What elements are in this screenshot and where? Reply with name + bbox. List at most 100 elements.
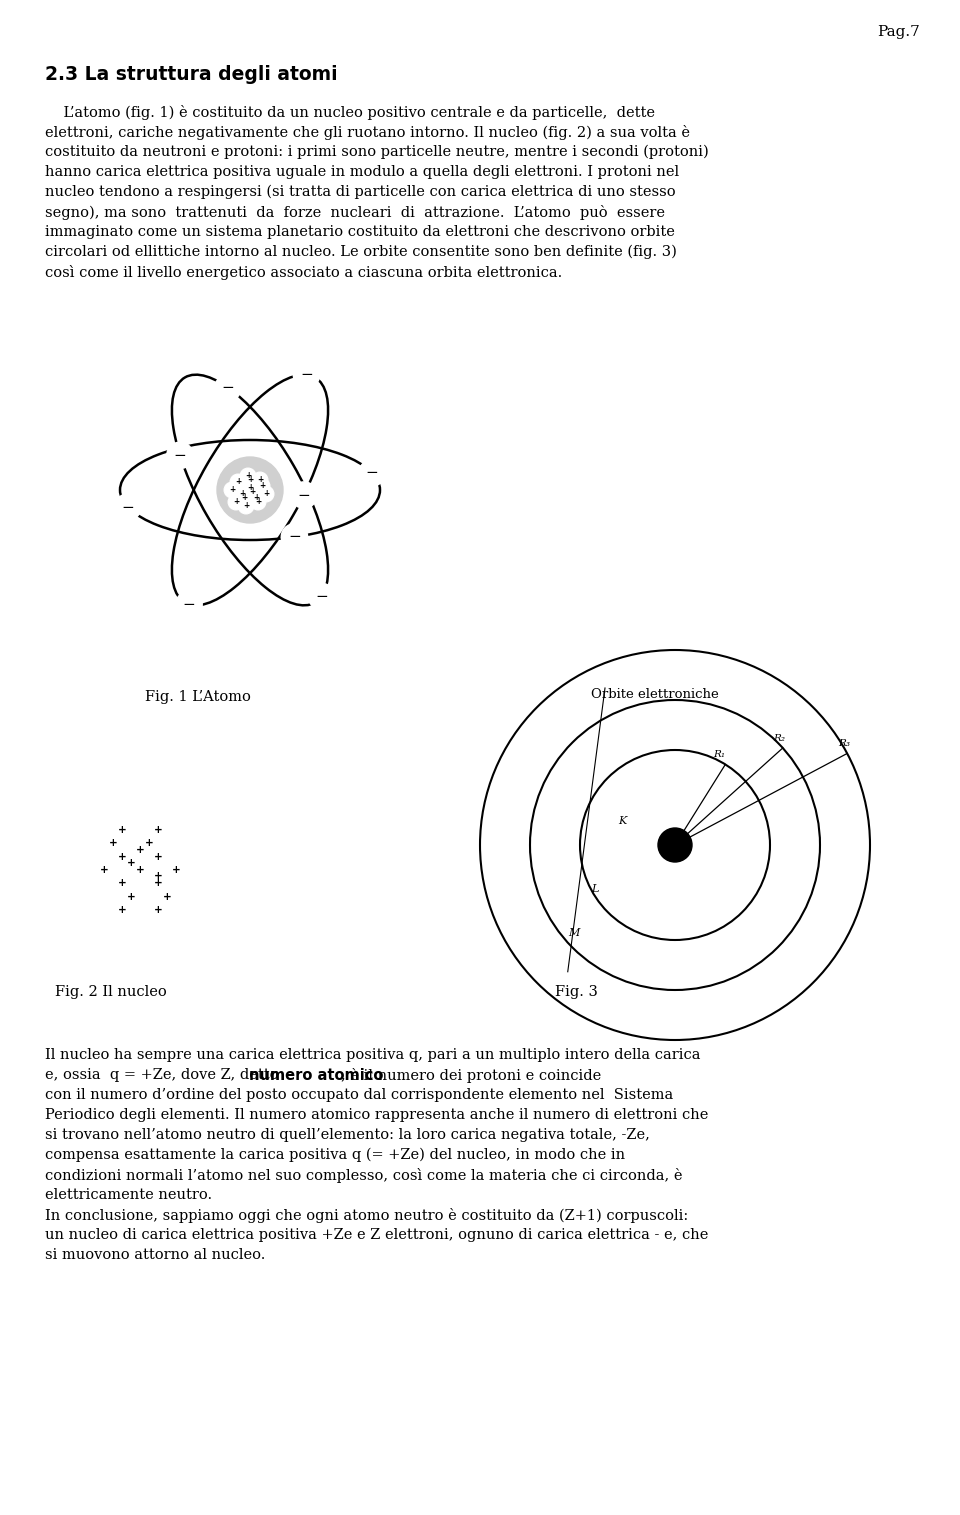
Text: R₁: R₁ [713,750,726,759]
Text: con il numero d’ordine del posto occupato dal corrispondente elemento nel  Siste: con il numero d’ordine del posto occupat… [45,1088,673,1101]
Circle shape [109,897,135,923]
Text: −: − [288,529,300,544]
Circle shape [118,850,144,876]
Circle shape [238,498,254,514]
Circle shape [163,844,189,870]
Text: R₂: R₂ [773,733,784,742]
Text: +: + [249,488,255,497]
Circle shape [136,883,162,911]
Text: +: + [228,485,235,494]
Circle shape [127,836,153,864]
Circle shape [308,583,334,609]
Circle shape [145,857,171,883]
Text: K: K [618,817,627,826]
Text: +: + [135,865,144,876]
Text: e, ossia  q = +Ze, dove Z, detto: e, ossia q = +Ze, dove Z, detto [45,1068,283,1082]
Text: +: + [172,865,180,876]
Circle shape [109,870,135,895]
Text: +: + [154,871,162,882]
Text: +: + [162,892,172,901]
Text: Fig. 1 L’Atomo: Fig. 1 L’Atomo [145,689,251,704]
Text: −: − [298,488,310,503]
Text: +: + [154,904,162,915]
Text: un nucleo di carica elettrica positiva +Ze e Z elettroni, ognuno di carica elett: un nucleo di carica elettrica positiva +… [45,1229,708,1242]
Text: +: + [135,845,144,854]
Text: immaginato come un sistema planetario costituito da elettroni che descrivono orb: immaginato come un sistema planetario co… [45,226,675,239]
Text: M: M [568,927,579,938]
Text: −: − [182,597,196,612]
Circle shape [230,474,246,489]
Circle shape [145,817,171,842]
Circle shape [248,489,264,506]
Circle shape [118,830,144,856]
Text: +: + [263,489,269,498]
Text: L: L [591,883,599,894]
Circle shape [91,870,117,895]
Circle shape [250,494,266,511]
Text: Fig. 3: Fig. 3 [555,985,598,998]
Circle shape [127,844,153,870]
Text: nucleo tendono a respingersi (si tratta di particelle con carica elettrica di un: nucleo tendono a respingersi (si tratta … [45,185,676,200]
Text: +: + [108,838,117,848]
Circle shape [145,897,171,923]
Text: +: + [154,879,162,888]
Circle shape [224,482,240,498]
Text: −: − [315,589,328,604]
Text: +: + [118,851,127,862]
Circle shape [163,870,189,895]
Circle shape [359,461,385,486]
Circle shape [109,857,135,883]
Circle shape [127,857,153,883]
Text: Pag.7: Pag.7 [877,26,920,39]
Text: +: + [241,494,247,503]
Circle shape [167,442,193,468]
Text: −: − [366,465,378,480]
Text: L’atomo (fig. 1) è costituito da un nucleo positivo centrale e da particelle,  d: L’atomo (fig. 1) è costituito da un nucl… [45,105,655,120]
Text: +: + [239,489,245,498]
Circle shape [154,830,180,856]
Text: , è il numero dei protoni e coincide: , è il numero dei protoni e coincide [341,1068,601,1083]
Text: compensa esattamente la carica positiva q (= +Ze) del nucleo, in modo che in: compensa esattamente la carica positiva … [45,1148,625,1162]
Circle shape [118,883,144,911]
Circle shape [658,829,692,862]
Text: 2.3 La struttura degli atomi: 2.3 La struttura degli atomi [45,65,338,83]
Text: +: + [247,483,253,492]
Text: +: + [127,857,135,868]
Text: segno), ma sono  trattenuti  da  forze  nucleari  di  attrazione.  L’atomo  può : segno), ma sono trattenuti da forze nucl… [45,205,665,220]
Circle shape [91,857,117,883]
Text: hanno carica elettrica positiva uguale in modulo a quella degli elettroni. I pro: hanno carica elettrica positiva uguale i… [45,165,679,179]
Text: +: + [154,826,162,835]
Circle shape [242,473,258,488]
Text: Il nucleo ha sempre una carica elettrica positiva q, pari a un multiplo intero d: Il nucleo ha sempre una carica elettrica… [45,1048,701,1062]
Text: +: + [235,477,241,486]
Circle shape [163,857,189,883]
Text: +: + [118,879,127,888]
Circle shape [109,817,135,842]
Text: +: + [145,838,154,848]
Circle shape [294,362,320,388]
Text: numero atomico: numero atomico [249,1068,383,1083]
Circle shape [215,374,241,400]
Circle shape [100,883,126,911]
Text: +: + [245,471,252,480]
Circle shape [176,591,202,617]
Circle shape [240,468,256,483]
Text: R₃: R₃ [838,739,851,748]
Circle shape [127,864,153,889]
Circle shape [236,489,252,506]
Text: +: + [257,476,263,485]
Text: +: + [118,904,127,915]
Text: +: + [118,826,127,835]
Circle shape [145,864,171,889]
Circle shape [136,830,162,856]
Circle shape [127,870,153,895]
Text: +: + [243,501,250,511]
Text: +: + [259,482,265,491]
Circle shape [136,850,162,876]
Circle shape [154,883,180,911]
Circle shape [127,817,153,842]
Text: condizioni normali l’atomo nel suo complesso, così come la materia che ci circon: condizioni normali l’atomo nel suo compl… [45,1168,683,1183]
Text: si muovono attorno al nucleo.: si muovono attorno al nucleo. [45,1248,265,1262]
Circle shape [109,864,135,889]
Text: +: + [127,892,135,901]
